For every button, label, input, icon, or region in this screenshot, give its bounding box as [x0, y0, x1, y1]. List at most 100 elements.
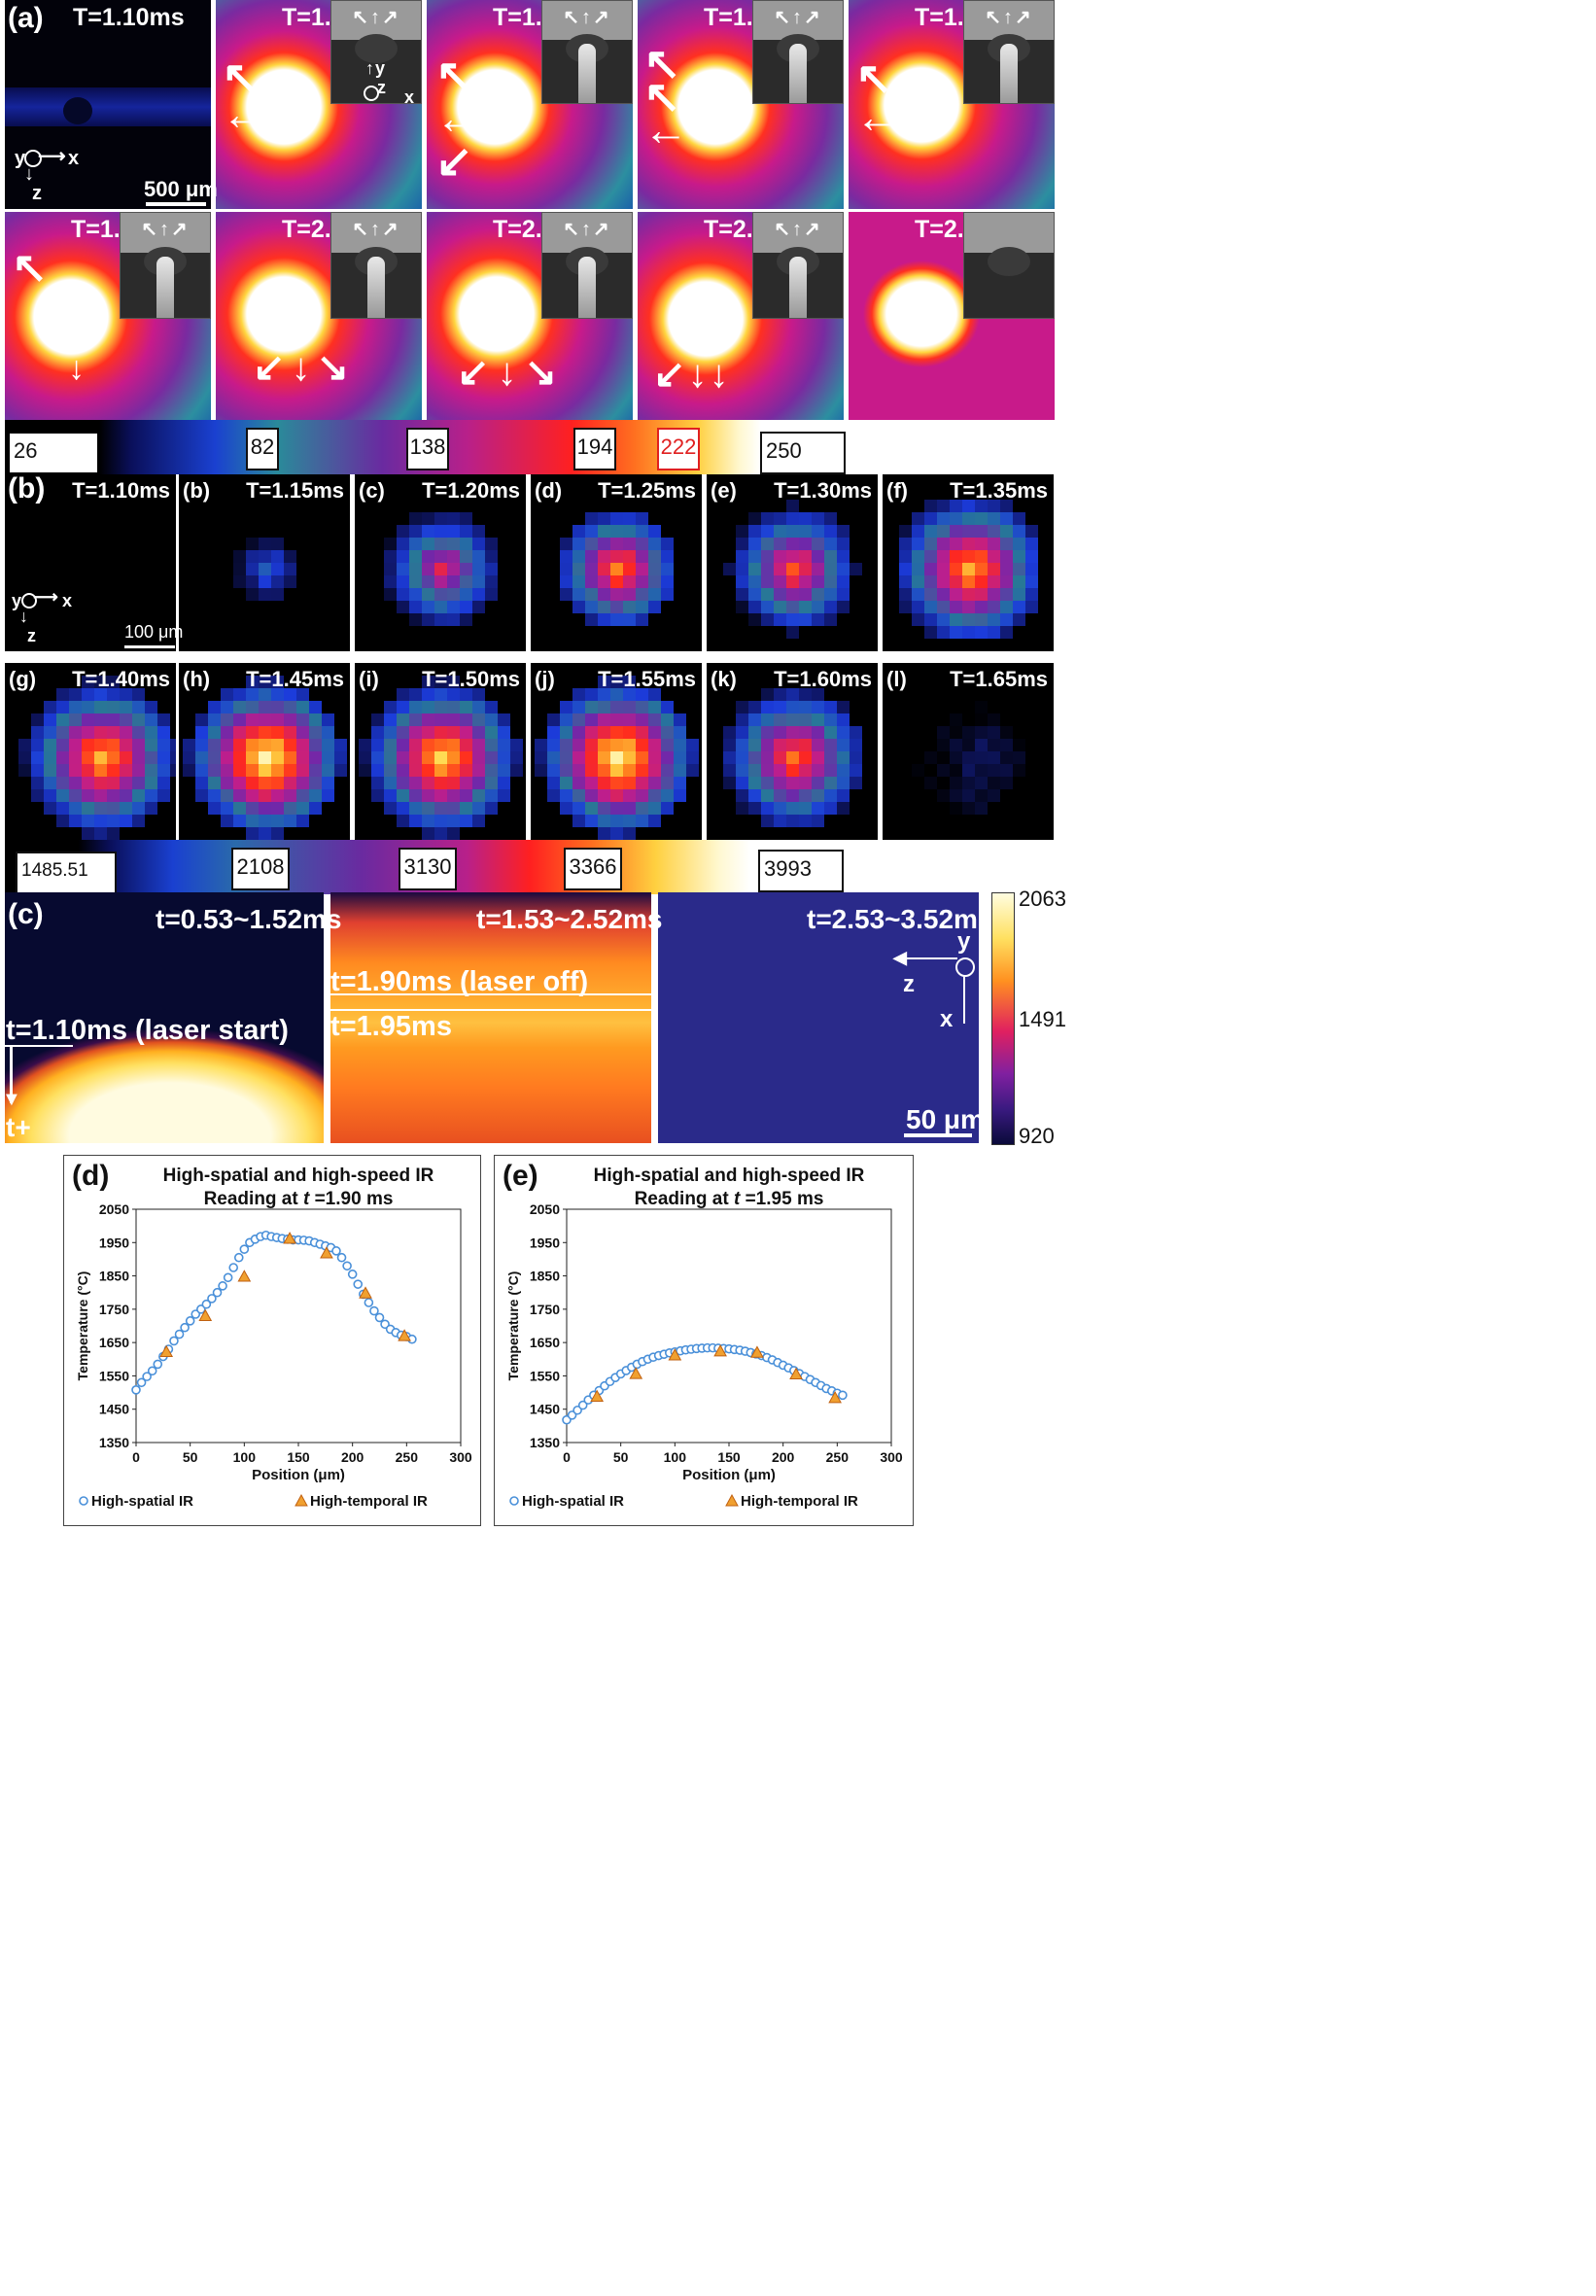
b-letter-5: (e): [711, 478, 737, 503]
b-pixel: [207, 763, 221, 777]
b-pixel: [1012, 587, 1025, 601]
b-pixel: [974, 549, 988, 563]
b-pixel: [785, 499, 799, 512]
b-pixel: [936, 725, 950, 739]
b-pixel: [773, 776, 786, 789]
b-pixel: [635, 587, 648, 601]
b-pixel: [597, 562, 610, 575]
c-laser-start: t=1.10ms (laser start): [6, 1015, 289, 1046]
b-pixel: [534, 750, 547, 764]
b-pixel: [785, 725, 799, 739]
b-pixel: [383, 763, 397, 777]
b-pixel: [999, 587, 1013, 601]
b-pixel: [421, 801, 434, 815]
a-scale-bar: [146, 202, 206, 206]
b-pixel: [949, 511, 962, 525]
b-pixel: [660, 713, 674, 726]
b-pixel: [597, 750, 610, 764]
x-tick-label: 0: [132, 1449, 140, 1465]
a-arrows-6: ↖: [12, 244, 48, 292]
b-pixel: [572, 713, 585, 726]
y-tick-label: 1850: [530, 1269, 560, 1284]
b-pixel: [760, 537, 774, 550]
b-pixel: [773, 725, 786, 739]
b-pixel: [823, 524, 837, 538]
chart-title-2: Reading at t =1.95 ms: [635, 1189, 824, 1209]
b-pixel: [635, 750, 648, 764]
b-pixel: [245, 574, 259, 588]
b-pixel: [1012, 524, 1025, 538]
b-pixel: [258, 738, 271, 751]
data-point-high-spatial: [142, 1372, 152, 1381]
b-pixel: [471, 687, 485, 701]
data-point-high-temporal: [159, 1344, 174, 1358]
b-pixel: [30, 788, 44, 802]
b-pixel: [735, 750, 748, 764]
a-arrows-8: ↙↓↘: [457, 351, 566, 394]
b-pixel: [497, 713, 510, 726]
b-pixel: [1024, 524, 1038, 538]
y-tick-label: 1450: [530, 1402, 560, 1417]
b-pixel: [760, 549, 774, 563]
a-axis-z-arrow-icon: ↓: [24, 163, 34, 185]
b-letter-3: (c): [359, 478, 385, 503]
data-point-high-temporal: [320, 1246, 333, 1259]
b-pixel: [106, 675, 120, 688]
legend-triangle-icon: [295, 1493, 308, 1507]
b-pixel: [597, 612, 610, 626]
legend-label-temporal: High-temporal IR: [741, 1493, 858, 1510]
data-point-high-spatial: [201, 1299, 212, 1309]
b-time-6: T=1.35ms: [950, 478, 1048, 503]
a-axis2-y: y: [375, 58, 386, 78]
b-pixel: [911, 524, 924, 538]
b-pixel: [408, 574, 422, 588]
b-pixel: [459, 801, 472, 815]
b-pixel: [93, 776, 107, 789]
x-tick-label: 200: [772, 1449, 795, 1465]
b-pixel: [471, 738, 485, 751]
b-pixel: [1012, 562, 1025, 575]
b-scale-bar: [124, 645, 175, 648]
b-pixel: [911, 587, 924, 601]
b-pixel: [747, 612, 761, 626]
b-pixel: [270, 587, 284, 601]
y-tick-label: 1950: [530, 1235, 560, 1250]
b-pixel: [396, 725, 409, 739]
b-pixel: [735, 725, 748, 739]
b-pixel: [961, 562, 975, 575]
b-pixel: [949, 776, 962, 789]
b-pixel: [987, 725, 1000, 739]
b-pixel: [270, 549, 284, 563]
b-pixel: [584, 600, 598, 613]
b-pixel: [773, 600, 786, 613]
a-inset-9: ↖↑↗: [752, 212, 844, 319]
b-pixel: [446, 826, 460, 840]
b-pixel: [220, 801, 233, 815]
a-axis-x-arrow-icon: ⟶: [38, 146, 66, 167]
b-pixel: [220, 700, 233, 713]
b-pixel: [647, 574, 661, 588]
b-pixel: [798, 524, 812, 538]
b-pixel: [370, 713, 384, 726]
b-pixel: [597, 738, 610, 751]
b-pixel: [760, 587, 774, 601]
data-point-high-temporal: [750, 1345, 764, 1358]
b-pixel: [220, 725, 233, 739]
b-pixel: [81, 763, 94, 777]
c-axis-z-head-icon: ◀: [893, 948, 907, 967]
b-pixel: [81, 738, 94, 751]
b-pixel: [760, 600, 774, 613]
b-pixel: [131, 788, 145, 802]
b-pixel: [584, 750, 598, 764]
b-pixel: [408, 738, 422, 751]
b-pixel: [232, 700, 246, 713]
b-pixel: [396, 776, 409, 789]
b-pixel: [987, 549, 1000, 563]
b-pixel: [383, 776, 397, 789]
b-pixel: [245, 788, 259, 802]
b-pixel: [308, 801, 322, 815]
b-pixel: [923, 499, 937, 512]
b-pixel: [798, 801, 812, 815]
b-pixel: [207, 700, 221, 713]
b-pixel: [798, 587, 812, 601]
